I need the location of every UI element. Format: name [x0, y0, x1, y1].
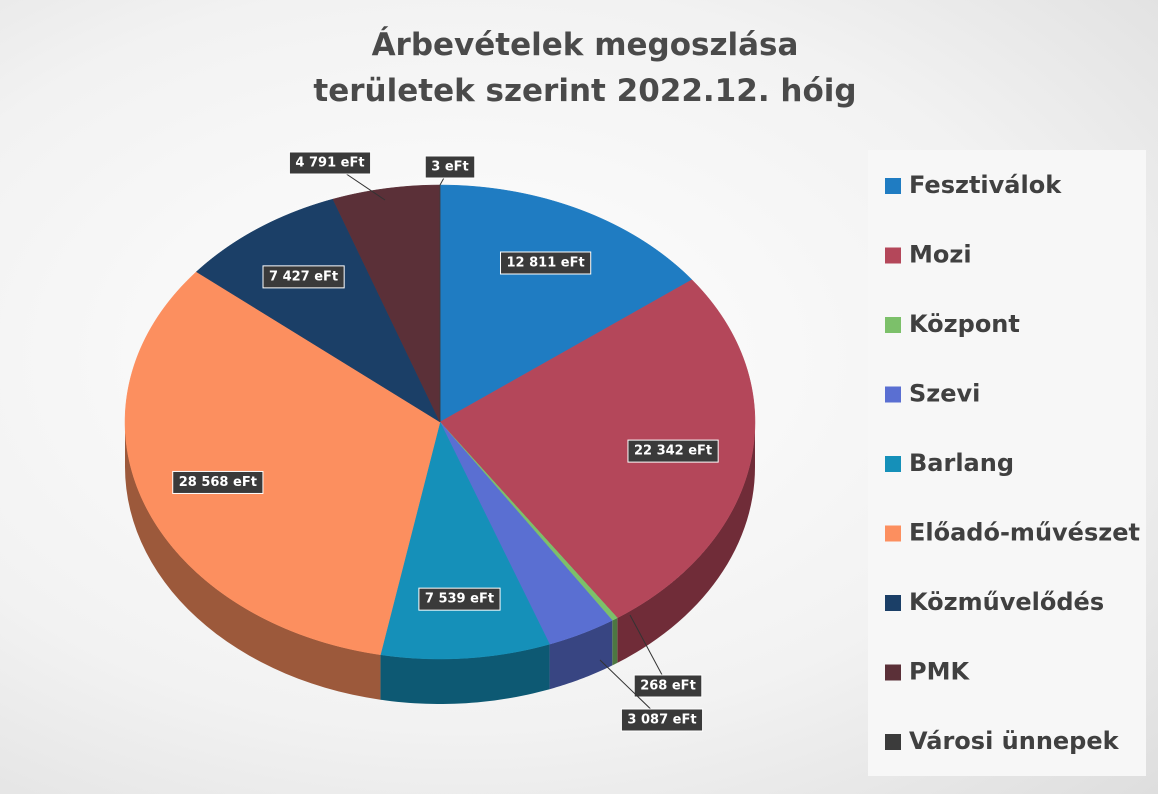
slice [332, 184, 441, 423]
legend-label: Mozi [909, 241, 972, 269]
value-label-box [288, 151, 372, 175]
legend-swatch [885, 317, 901, 333]
legend-label: Közművelődés [909, 588, 1104, 616]
slice-side [380, 644, 550, 704]
value-label-box [633, 674, 703, 698]
value-label: 3 087 eFt [620, 708, 704, 732]
legend-box [868, 150, 1146, 776]
value-label: 28 568 eFt [172, 470, 264, 494]
value-label: 7 427 eFt [262, 265, 345, 289]
value-label-text: 7 427 eFt [269, 269, 338, 284]
value-label-text: 4 791 eFt [295, 156, 364, 171]
slice [124, 271, 441, 656]
legend-swatch [885, 178, 901, 194]
value-label-text: 3 087 eFt [627, 713, 696, 728]
value-label-box [172, 470, 264, 494]
value-label-box [620, 708, 704, 732]
value-label-text: 7 539 eFt [425, 592, 494, 607]
legend-swatch [885, 525, 901, 542]
leader-line [629, 614, 669, 687]
legend-swatch [885, 247, 901, 264]
slice [439, 421, 613, 645]
chart-title: Árbevételek megoszlása területek szerint… [313, 27, 857, 109]
legend-label: Barlang [909, 449, 1014, 477]
legend-swatch [885, 664, 901, 681]
legend-label: Központ [909, 310, 1020, 338]
value-label-box [627, 439, 719, 463]
value-label: 3 eFt [424, 155, 476, 179]
legend-label: Előadó-művészet [909, 519, 1140, 547]
value-label: 268 eFt [633, 674, 703, 698]
legend-swatch [885, 386, 901, 403]
slice-side [549, 620, 613, 690]
value-label: 4 791 eFt [288, 151, 372, 175]
value-label-text: 3 eFt [431, 160, 468, 175]
value-label-box [262, 265, 345, 289]
slice-side [125, 422, 381, 700]
slice [195, 198, 441, 423]
value-label-box [418, 587, 501, 611]
value-label-box [500, 251, 592, 275]
slice [439, 279, 756, 619]
legend-swatch [885, 595, 901, 611]
value-label-text: 268 eFt [640, 679, 696, 694]
value-label: 12 811 eFt [500, 251, 592, 275]
value-label-text: 28 568 eFt [179, 475, 257, 490]
legend-swatch [885, 456, 901, 472]
legend-swatch [885, 734, 901, 750]
value-label-text: 22 342 eFt [634, 444, 712, 459]
slice-side [617, 422, 755, 663]
slice-side [612, 617, 618, 666]
slice [439, 184, 693, 423]
legend-label: Városi ünnepek [909, 727, 1120, 755]
value-label: 22 342 eFt [627, 439, 719, 463]
legend-label: Szevi [909, 380, 980, 408]
legend-label: PMK [909, 658, 970, 686]
value-label: 7 539 eFt [418, 587, 501, 611]
value-label-text: 12 811 eFt [507, 256, 585, 271]
legend-label: Fesztiválok [909, 171, 1062, 199]
value-label-box [424, 155, 476, 179]
